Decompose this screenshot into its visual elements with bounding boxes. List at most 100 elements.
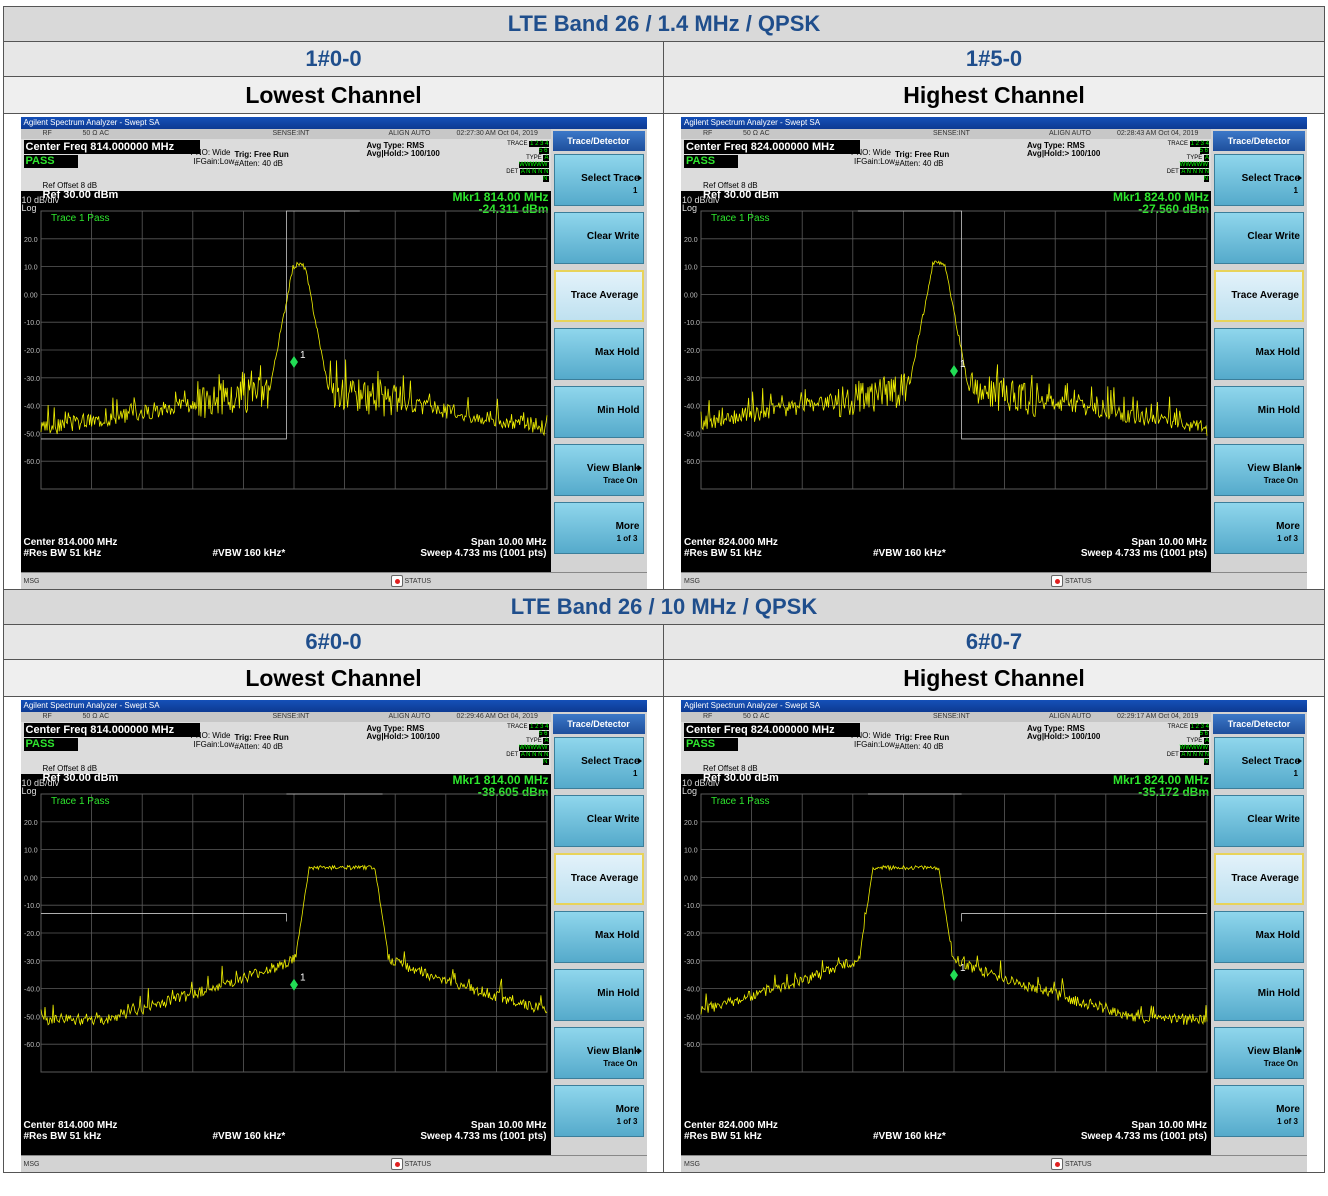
status-button[interactable]: STATUS — [390, 573, 431, 589]
softkey-label: Max Hold — [595, 930, 640, 941]
softkey-select-trace[interactable]: Select Trace 1 — [553, 737, 644, 789]
trace-info-row: TRACE 1 2 3 4 5 6 — [503, 724, 549, 738]
status-button[interactable]: STATUS — [1051, 573, 1092, 589]
center-freq-display[interactable]: Center Freq 814.000000 MHz — [23, 723, 200, 737]
softkey-more[interactable]: More 1 of 3 — [553, 502, 644, 554]
softkey-arrow-icon — [1298, 758, 1302, 764]
status-item: RF — [42, 130, 52, 137]
softkey-label: Clear Write — [1247, 231, 1300, 242]
center-frequency-label: Center 824.000 MHz — [684, 1120, 778, 1131]
channel-id: 6#0-7 — [662, 624, 1326, 660]
trace-info-label: DET — [506, 169, 519, 175]
trace-info-label: TRACE — [1167, 724, 1188, 730]
softkey-label: Min Hold — [597, 405, 640, 416]
trace-info-label: DET — [506, 752, 519, 758]
softkey-sub: 1 — [1293, 769, 1298, 778]
softkey-min-hold[interactable]: Min Hold — [1214, 969, 1304, 1021]
trace-info-row: DET A N N N N N — [1163, 752, 1209, 766]
softkey-max-hold[interactable]: Max Hold — [1214, 328, 1304, 380]
spectrum-plot: Mkr1 824.00 MHz -27.560 dBm Ref 30.00 dBm 1… — [681, 190, 1211, 555]
softkey-arrow-icon — [637, 175, 642, 181]
trace-info-label: TRACE — [507, 141, 528, 147]
softkey-min-hold[interactable]: Min Hold — [553, 969, 644, 1021]
trace-info-row: DET A N N N N N — [503, 169, 549, 183]
softkey-min-hold[interactable]: Min Hold — [1214, 386, 1304, 438]
settings-header — [681, 712, 1211, 774]
softkey-trace-average[interactable]: Trace Average — [553, 270, 644, 322]
softkey-trace-average[interactable]: Trace Average — [1214, 853, 1304, 905]
y-tick-label: -30.0 — [684, 376, 700, 383]
softkey-select-trace[interactable]: Select Trace 1 — [553, 154, 644, 206]
softkey-max-hold[interactable]: Max Hold — [553, 911, 644, 963]
softkey-trace-average[interactable]: Trace Average — [1214, 270, 1304, 322]
softkey-sub: Trace On — [1263, 476, 1298, 485]
status-item: SENSE:INT — [933, 713, 970, 720]
softkey-view-blank[interactable]: View Blank Trace On — [553, 444, 644, 496]
status-icon — [1051, 1158, 1063, 1171]
sweep-label: Sweep 4.733 ms (1001 pts) — [1080, 548, 1207, 559]
status-strip: RF 50 Ω AC SENSE:INT ALIGN AUTO 02:29:46 AM … — [20, 712, 551, 722]
softkey-trace-average[interactable]: Trace Average — [553, 853, 644, 905]
band-header-row: LTE Band 26 / 10 MHz / QPSK — [2, 589, 1326, 625]
softkey-select-trace[interactable]: Select Trace 1 — [1214, 154, 1304, 206]
spectrum-trace — [40, 864, 547, 1026]
pno-setting: PNO: Wide — [851, 731, 892, 740]
status-icon — [390, 575, 403, 588]
softkey-sub: 1 — [1293, 186, 1298, 195]
softkey-label: View Blank — [1247, 463, 1300, 474]
y-tick-label: -50.0 — [24, 1014, 40, 1021]
center-freq-display[interactable]: Center Freq 824.000000 MHz — [684, 140, 860, 154]
softkey-clear-write[interactable]: Clear Write — [553, 795, 644, 847]
trigger-setting: Trig: Free Run — [895, 150, 950, 159]
channel-name-row: Lowest Channel Highest Channel — [3, 76, 1326, 114]
y-tick-label: -10.0 — [684, 320, 700, 327]
softkey-clear-write[interactable]: Clear Write — [1214, 795, 1304, 847]
center-freq-display[interactable]: Center Freq 814.000000 MHz — [23, 140, 200, 154]
softkey-clear-write[interactable]: Clear Write — [553, 212, 644, 264]
marker-readout: Mkr1 824.00 MHz -35.172 dBm — [1113, 774, 1209, 798]
softkey-sub: Trace On — [1263, 1059, 1298, 1068]
softkey-view-blank[interactable]: View Blank Trace On — [1214, 1027, 1304, 1079]
atten-setting: #Atten: 40 dB — [895, 742, 944, 751]
softkey-more[interactable]: More 1 of 3 — [553, 1085, 644, 1137]
softkey-arrow-icon — [637, 465, 642, 471]
status-item: ALIGN AUTO — [388, 713, 431, 720]
y-tick-label: -50.0 — [24, 431, 40, 438]
softkey-label: Trace Average — [1231, 873, 1299, 884]
marker-diamond — [289, 978, 298, 991]
softkey-max-hold[interactable]: Max Hold — [1214, 911, 1304, 963]
marker-frequency: Mkr1 824.00 MHz — [1112, 190, 1209, 204]
message-bar: MSG STATUS — [681, 1155, 1307, 1172]
softkey-clear-write[interactable]: Clear Write — [1214, 212, 1304, 264]
softkey-label: Select Trace — [581, 173, 640, 184]
measurement-footer: Center 824.000 MHz Span 10.00 MHz #Res BW … — [681, 535, 1211, 571]
softkey-view-blank[interactable]: View Blank Trace On — [1214, 444, 1304, 496]
trigger-setting: Trig: Free Run — [234, 733, 289, 742]
status-button[interactable]: STATUS — [390, 1156, 431, 1172]
measurement-footer: Center 824.000 MHz Span 10.00 MHz #Res BW … — [681, 1118, 1211, 1154]
res-bw-label: #Res BW 51 kHz — [684, 548, 762, 559]
res-bw-label: #Res BW 51 kHz — [23, 1131, 102, 1142]
softkey-menu: Trace/Detector Select Trace 1 Clear Write Tr… — [550, 712, 647, 1155]
message-bar: MSG STATUS — [20, 572, 647, 589]
softkey-label: View Blank — [586, 463, 640, 474]
softkey-max-hold[interactable]: Max Hold — [553, 328, 644, 380]
softkey-view-blank[interactable]: View Blank Trace On — [553, 1027, 644, 1079]
softkey-label: Max Hold — [1255, 347, 1300, 358]
measurement-footer: Center 814.000 MHz Span 10.00 MHz #Res BW … — [20, 1118, 551, 1154]
avg-type-setting: Avg Type: RMS — [1027, 141, 1085, 150]
trace-info-label: TRACE — [507, 724, 528, 730]
softkey-sub: 1 of 3 — [1277, 1117, 1298, 1126]
scale-label: 10 dB/div — [682, 778, 720, 788]
status-button[interactable]: STATUS — [1051, 1156, 1092, 1172]
softkey-arrow-icon — [637, 758, 642, 764]
status-strip: RF 50 Ω AC SENSE:INT ALIGN AUTO 02:27:30 AM … — [20, 129, 551, 139]
softkey-more[interactable]: More 1 of 3 — [1214, 1085, 1304, 1137]
softkey-more[interactable]: More 1 of 3 — [1214, 502, 1304, 554]
trace-info-values: 1 2 3 4 5 6 — [529, 724, 549, 737]
log-label: Log — [21, 203, 37, 213]
softkey-select-trace[interactable]: Select Trace 1 — [1214, 737, 1304, 789]
softkey-min-hold[interactable]: Min Hold — [553, 386, 644, 438]
softkey-label: Clear Write — [586, 814, 640, 825]
center-freq-display[interactable]: Center Freq 824.000000 MHz — [684, 723, 860, 737]
